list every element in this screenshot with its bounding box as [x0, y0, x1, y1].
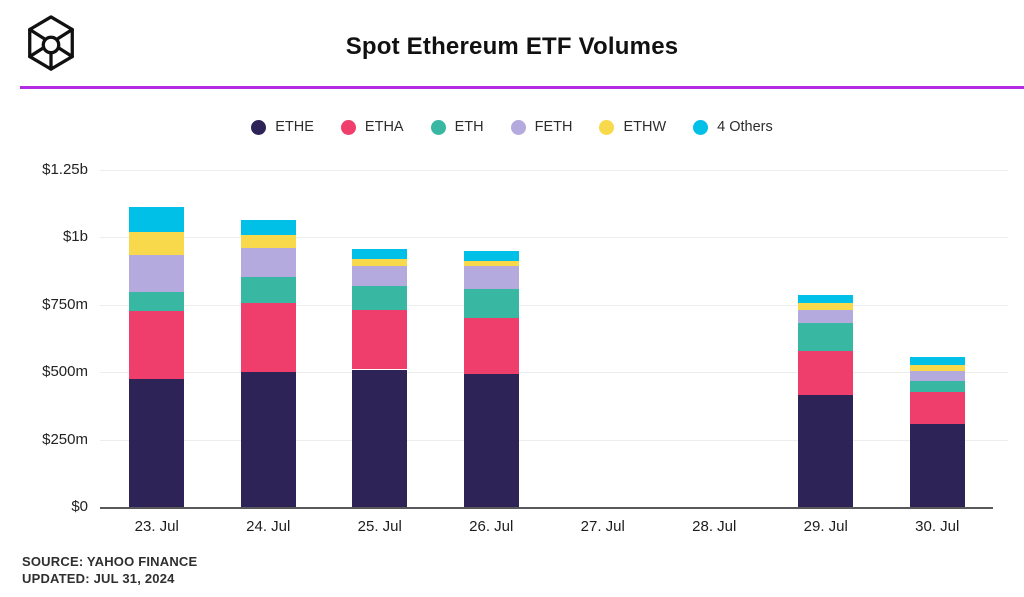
legend-color-dot-icon — [510, 119, 526, 135]
bar-segment-ethe — [909, 423, 965, 507]
chart-legend: ETHE ETHA ETH FETH ETHW 4 Others — [0, 119, 1024, 135]
legend-label: ETH — [454, 119, 484, 135]
bar-segment-feth — [129, 255, 185, 293]
legend-label: ETHW — [623, 119, 667, 135]
bar-segment-eth — [463, 289, 519, 318]
legend-label: 4 Others — [717, 119, 773, 135]
legend-label: ETHE — [275, 119, 314, 135]
y-gridline — [100, 372, 1008, 374]
bar-segment-feth — [798, 309, 854, 323]
bar-segment-4-others — [352, 248, 408, 259]
bar-segment-etha — [240, 302, 296, 373]
bar-segment-4-others — [909, 356, 965, 366]
bar-segment-eth — [798, 322, 854, 351]
bar-segment-ethw — [129, 231, 185, 256]
legend-item-ethw[interactable]: ETHW — [599, 119, 666, 135]
x-axis-tick-label: 25. Jul — [357, 518, 402, 535]
y-axis-tick-label: $250m — [42, 430, 88, 448]
x-axis-tick-label: 24. Jul — [246, 518, 291, 535]
bar-segment-feth — [240, 248, 296, 278]
x-axis-tick-label: 27. Jul — [580, 518, 625, 535]
legend-item-4-others[interactable]: 4 Others — [693, 119, 773, 135]
bar-segment-etha — [129, 311, 185, 379]
y-axis-tick-label: $1b — [62, 228, 88, 246]
y-axis-tick-label: $750m — [42, 295, 88, 313]
legend-item-eth[interactable]: ETH — [430, 119, 484, 135]
bar-segment-eth — [129, 292, 185, 311]
updated-text: UPDATED: JUL 31, 2024 — [22, 571, 175, 586]
bar-segment-4-others — [463, 251, 519, 262]
y-axis-tick-label: $1.25b — [42, 161, 88, 178]
legend-item-etha[interactable]: ETHA — [340, 119, 404, 135]
bar-segment-4-others — [129, 206, 185, 232]
y-axis-tick-label: $500m — [42, 363, 88, 381]
bar-segment-feth — [352, 265, 408, 287]
x-axis-baseline — [100, 507, 993, 509]
y-gridline — [100, 439, 1008, 441]
chart-footer: SOURCE: YAHOO FINANCE UPDATED: JUL 31, 2… — [22, 553, 197, 587]
bar-segment-etha — [798, 350, 854, 396]
bar-segment-ethe — [798, 395, 854, 507]
bar-segment-ethe — [240, 372, 296, 507]
bar-segment-4-others — [240, 220, 296, 236]
page-title: Spot Ethereum ETF Volumes — [345, 33, 679, 60]
source-text: SOURCE: YAHOO FINANCE — [22, 554, 198, 569]
y-gridline — [100, 170, 1008, 171]
accent-divider — [20, 86, 1024, 89]
bar-segment-ethe — [129, 378, 185, 507]
bar-segment-4-others — [798, 295, 854, 303]
legend-color-dot-icon — [599, 119, 615, 135]
x-axis-tick-label: 30. Jul — [915, 518, 960, 535]
bar-segment-etha — [909, 392, 965, 424]
x-axis-tick-label: 28. Jul — [692, 518, 737, 535]
x-axis-tick-label: 23. Jul — [134, 518, 179, 535]
legend-label: ETHA — [364, 119, 404, 135]
legend-color-dot-icon — [340, 119, 356, 135]
legend-color-dot-icon — [693, 119, 709, 135]
legend-item-feth[interactable]: FETH — [510, 119, 573, 135]
bar-segment-feth — [463, 266, 519, 290]
y-gridline — [100, 304, 1008, 306]
bar-segment-ethw — [352, 258, 408, 266]
bar-segment-eth — [352, 286, 408, 311]
x-axis-tick-label: 26. Jul — [469, 518, 514, 535]
bar-segment-ethe — [352, 369, 408, 507]
legend-item-ethe[interactable]: ETHE — [251, 119, 314, 135]
bar-segment-ethw — [463, 261, 519, 267]
bar-segment-feth — [909, 371, 965, 382]
legend-color-dot-icon — [430, 119, 446, 135]
bar-segment-ethe — [463, 373, 519, 507]
bar-segment-ethw — [240, 235, 296, 249]
x-axis-tick-label: 29. Jul — [803, 518, 848, 535]
the-block-logo-icon — [28, 15, 74, 71]
y-gridline — [100, 237, 1008, 239]
bar-segment-eth — [240, 277, 296, 303]
bar-segment-etha — [352, 310, 408, 370]
y-axis-tick-label: $0 — [71, 498, 88, 515]
bar-segment-eth — [909, 381, 965, 393]
bar-segment-etha — [463, 318, 519, 374]
bar-segment-ethw — [909, 365, 965, 372]
bar-segment-ethw — [798, 302, 854, 310]
legend-color-dot-icon — [251, 119, 267, 135]
legend-label: FETH — [534, 119, 573, 135]
